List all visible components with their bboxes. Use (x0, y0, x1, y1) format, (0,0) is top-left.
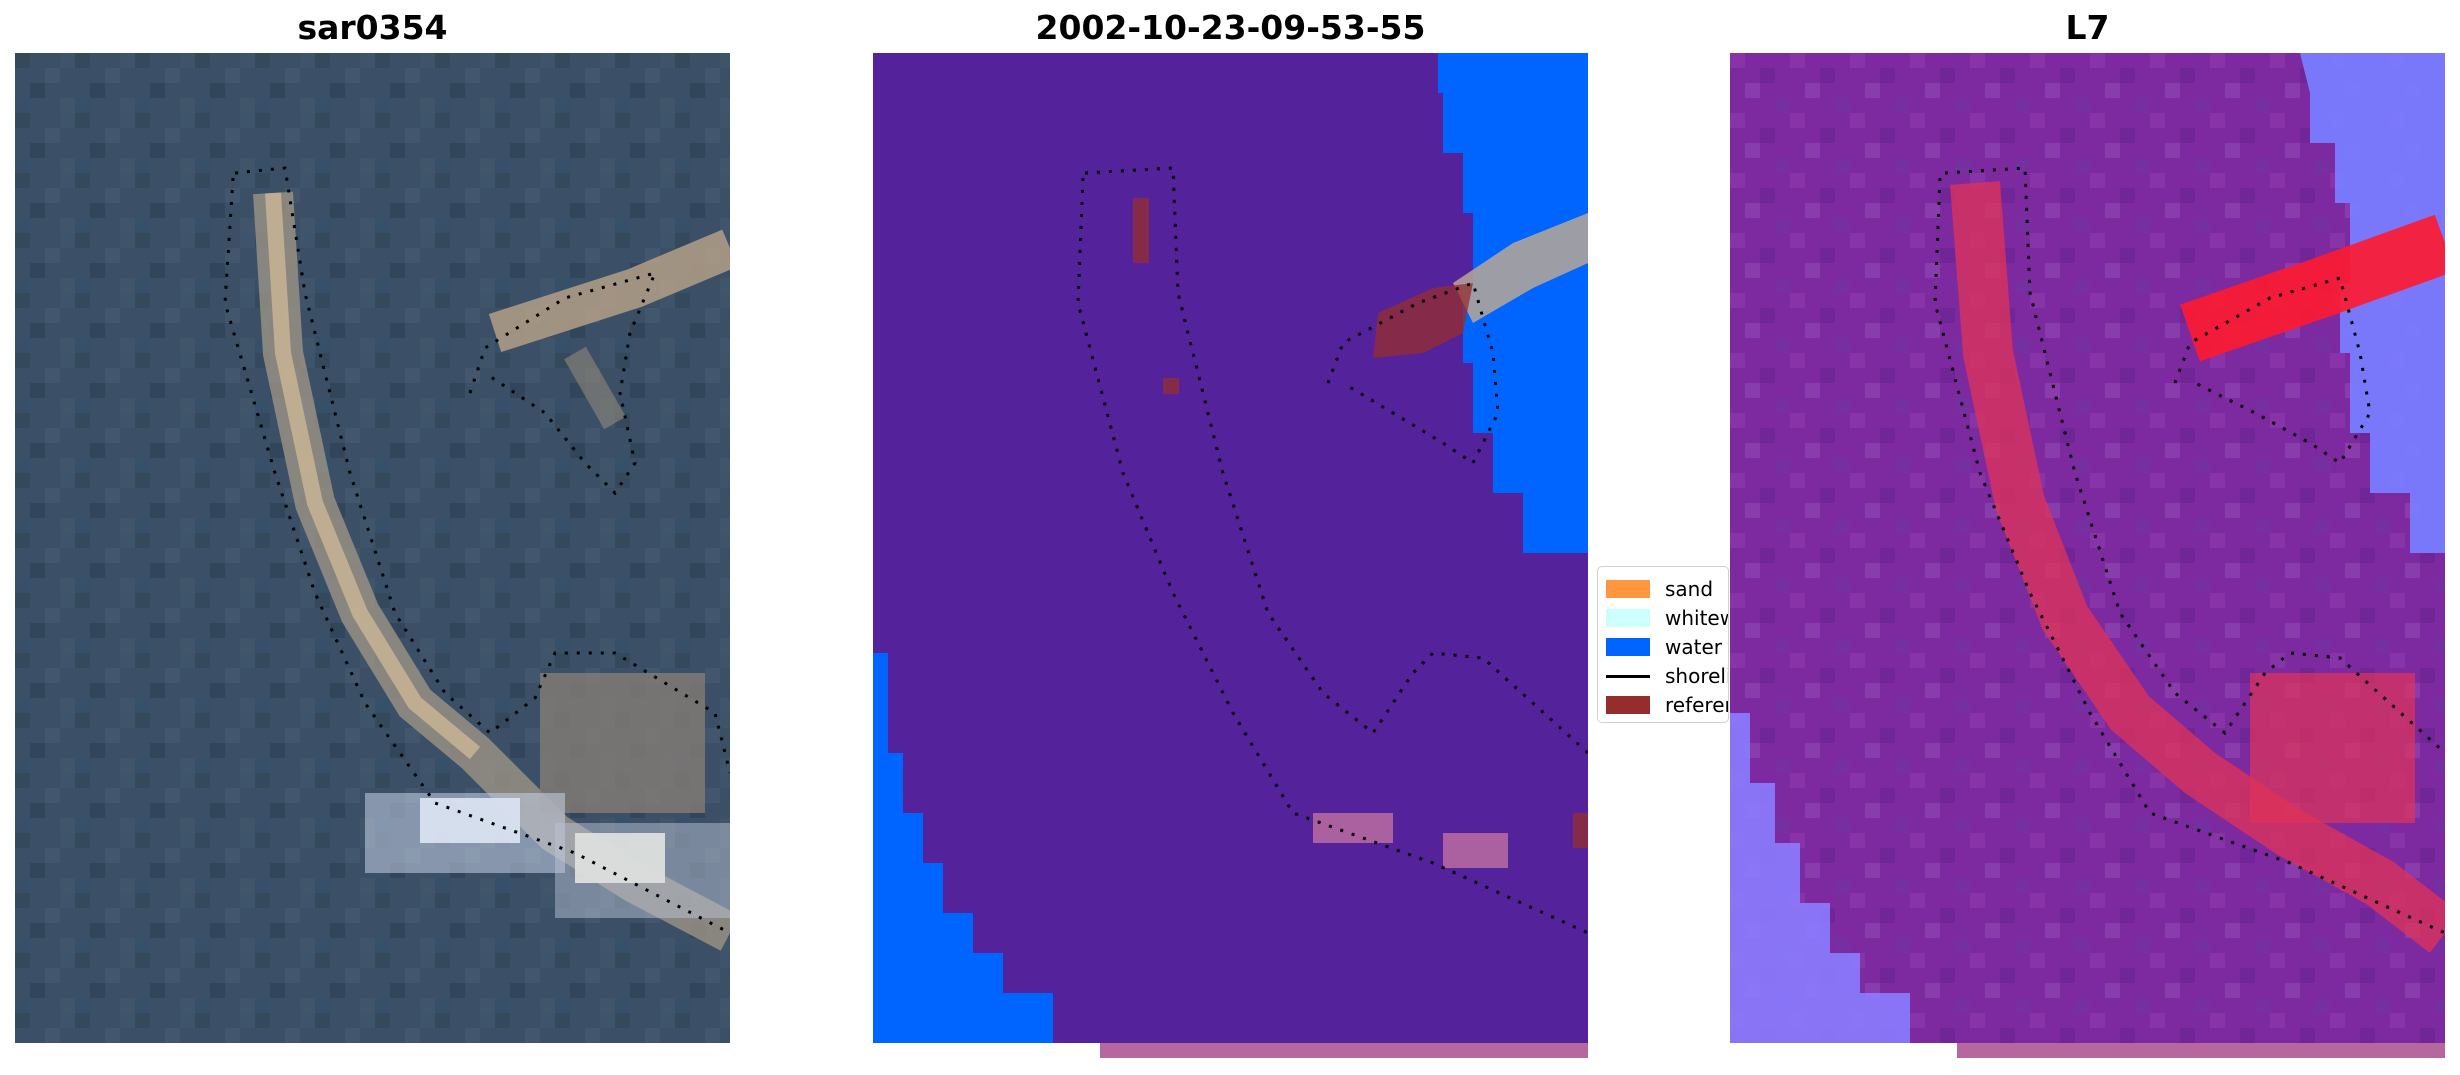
index-shoreline-contour (1933, 166, 2445, 935)
rgb-shoreline-contour (223, 166, 730, 935)
rgb-whitewater-1b (365, 793, 565, 873)
index-low-top-right (2300, 53, 2445, 553)
panel-title-classification: 2002-10-23-09-53-55 (1035, 8, 1426, 47)
panel-title-rgb: sar0354 (297, 8, 448, 47)
legend-item-water: water (1606, 633, 1722, 661)
rgb-spit-branch-tail (564, 346, 626, 430)
index-low-bottom-left (1730, 713, 1910, 1043)
legend-swatch-water (1606, 638, 1650, 656)
legend-label-shoreline: shoreline (1665, 664, 1728, 688)
class-reference-2 (1163, 378, 1179, 394)
class-reference-4 (1443, 833, 1508, 868)
rgb-image-panel (15, 53, 730, 1043)
legend-item-shoreline: shoreline (1606, 662, 1728, 690)
class-sand-branch (1453, 213, 1588, 323)
rgb-whitewater-2b (555, 823, 730, 918)
legend-label-reference: reference (1665, 693, 1728, 717)
class-background (873, 53, 1588, 1043)
classification-panel (873, 53, 1588, 1043)
index-high-structure (2250, 673, 2415, 823)
class-reference-1 (1133, 198, 1149, 263)
index-high-branch (2180, 214, 2445, 362)
panel-title-index: L7 (2065, 8, 2110, 47)
legend-label-sand: sand (1665, 577, 1714, 601)
class-reference-5 (1573, 813, 1588, 848)
class-water-top-right (1438, 53, 1588, 553)
class-reference-branch (1373, 283, 1473, 358)
legend-swatch-shoreline (1606, 674, 1650, 678)
legend-swatch-reference (1606, 696, 1650, 714)
index-high-spit (1950, 181, 2445, 953)
class-reference-3 (1313, 813, 1393, 843)
legend-label-water: water (1665, 635, 1722, 659)
index-panel (1730, 53, 2445, 1043)
class-shoreline-contour (1076, 166, 1588, 935)
rgb-spit-branch (488, 229, 730, 353)
class-reference-strip (1100, 1043, 1588, 1058)
legend-item-reference: reference (1606, 691, 1728, 719)
legend-item-sand: sand (1606, 575, 1713, 603)
index-reference-strip (1957, 1043, 2445, 1058)
rgb-structure (540, 673, 705, 813)
class-water-bottom-left (873, 653, 1053, 1043)
rgb-spit-core (265, 192, 481, 760)
legend-swatch-sand (1606, 580, 1650, 598)
legend-swatch-whitewater (1606, 609, 1650, 627)
